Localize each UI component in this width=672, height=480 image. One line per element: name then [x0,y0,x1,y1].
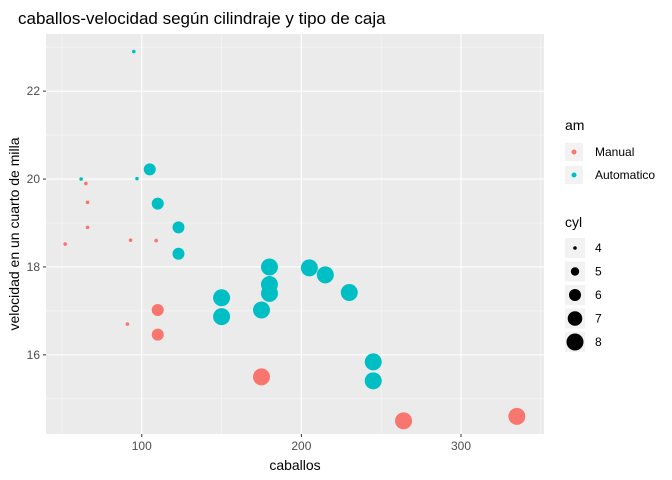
data-point [340,283,358,301]
data-point [143,163,156,176]
data-point [172,221,185,234]
data-point [79,177,83,181]
data-point [85,225,90,230]
legend-label: 4 [595,241,602,255]
data-point [213,289,231,307]
data-point [364,372,382,390]
y-tick-label: 18 [27,260,41,274]
legend-label: 5 [595,265,602,279]
data-point [395,412,413,430]
legend-label: 8 [595,335,602,349]
data-point [260,276,278,294]
legend-label: 6 [595,288,602,302]
data-point [63,242,67,246]
y-tick-label: 20 [27,172,41,186]
data-point [125,322,130,326]
data-points [63,49,526,430]
size-legend: cyl 4 5 6 7 8 [565,214,602,352]
data-point [252,301,270,319]
legend-size-swatch [570,267,580,276]
y-tick-label: 22 [27,84,41,98]
y-tick-label: 16 [27,348,41,362]
legend-size-swatch [567,311,583,326]
data-point [213,308,231,326]
legend-size-swatch [569,289,581,301]
major-gridlines [46,34,544,434]
x-tick-label: 200 [291,439,311,453]
data-point [151,304,164,317]
color-legend: am Manual Automatico [565,117,655,184]
y-axis-title: velocidad en un cuarto de milla [6,137,22,330]
chart-title: caballos-velocidad según cilindraje y ti… [18,9,386,28]
color-legend-title: am [565,117,584,133]
legend-color-swatch [571,149,577,155]
data-point [128,238,133,242]
legend-label: Manual [595,145,634,159]
data-point [172,247,185,260]
data-point [154,238,158,243]
legend-label: Automatico [595,168,655,182]
x-tick-label: 300 [451,439,471,453]
data-point [260,258,278,276]
size-legend-title: cyl [565,214,582,230]
data-point [151,197,164,210]
x-axis-title: caballos [269,457,320,473]
x-axis-ticks: 100 200 300 [132,434,471,453]
legend-size-swatch [573,246,577,250]
data-point [316,266,334,284]
data-point [131,49,136,54]
y-axis-ticks: 16 18 20 22 [27,84,46,362]
data-point [364,353,382,371]
data-point [508,407,526,425]
data-point [135,176,139,181]
x-tick-label: 100 [132,439,152,453]
legend-label: 7 [595,312,602,326]
legend-color-swatch [571,172,577,178]
data-point [151,328,164,341]
data-point [84,181,88,186]
plot-panel [46,34,544,434]
data-point [300,259,318,277]
data-point [85,200,90,205]
legend-size-swatch [566,333,584,351]
data-point [252,368,270,386]
